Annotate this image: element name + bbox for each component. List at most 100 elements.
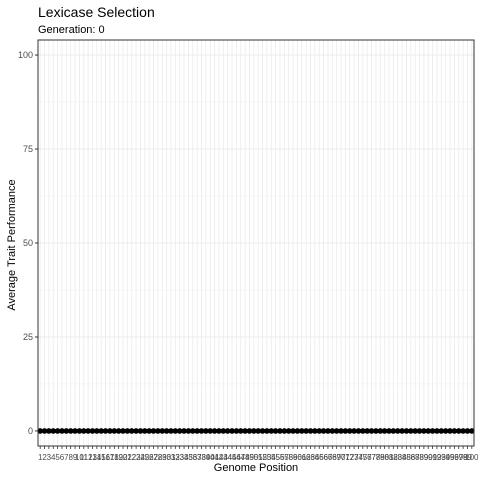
data-point: [185, 428, 192, 434]
x-tick-label: 47: [236, 453, 245, 462]
data-point: [277, 428, 283, 434]
x-tick-label: 58: [284, 453, 293, 462]
x-tick-label: 55: [271, 453, 280, 462]
x-tick-label: 44: [223, 453, 232, 462]
x-tick-label: 98: [459, 453, 468, 462]
data-point: [381, 428, 388, 434]
x-tick-label: 9: [73, 453, 78, 462]
data-point: [333, 428, 340, 434]
x-tick-label: 18: [110, 453, 119, 462]
data-point: [137, 428, 144, 434]
data-point: [421, 428, 427, 434]
data-point: [451, 428, 458, 434]
x-tick-label: 69: [332, 453, 341, 462]
y-axis-label: Average Trait Performance: [6, 179, 18, 311]
data-point: [442, 428, 449, 434]
data-point: [364, 428, 370, 434]
data-point: [268, 428, 275, 434]
data-point: [307, 428, 314, 434]
x-tick-label: 43: [219, 453, 228, 462]
data-point: [438, 428, 445, 434]
data-point: [150, 428, 157, 434]
x-tick-label: 34: [180, 453, 189, 462]
data-point: [360, 428, 366, 434]
data-point: [425, 428, 432, 434]
x-tick-label: 36: [188, 453, 197, 462]
x-tick-label: 56: [276, 453, 285, 462]
data-point: [377, 428, 384, 434]
x-tick-label: 79: [376, 453, 385, 462]
x-tick-label: 99: [463, 453, 472, 462]
x-tick-label: 97: [454, 453, 463, 462]
x-tick-label: 71: [341, 453, 350, 462]
data-point: [198, 428, 205, 434]
data-point: [124, 428, 131, 434]
x-tick-label: 1: [38, 453, 43, 462]
data-point: [233, 428, 240, 434]
data-point: [111, 428, 118, 434]
data-point: [63, 428, 70, 434]
x-tick-label: 80: [380, 453, 389, 462]
x-tick-label: 53: [262, 453, 271, 462]
data-point: [176, 428, 183, 434]
data-point: [312, 428, 318, 434]
x-tick-label: 25: [140, 453, 149, 462]
data-point: [464, 428, 471, 434]
x-tick-label: 82: [389, 453, 398, 462]
x-tick-label: 77: [367, 453, 376, 462]
x-tick-label: 31: [167, 453, 176, 462]
x-tick-label: 89: [419, 453, 428, 462]
x-tick-label: 23: [132, 453, 141, 462]
x-tick-label: 39: [201, 453, 210, 462]
x-tick-label: 59: [289, 453, 298, 462]
panel-border: [37, 39, 475, 447]
x-tick-label: 52: [258, 453, 267, 462]
y-tick-label: 50: [23, 238, 33, 248]
data-point: [128, 428, 135, 434]
x-tick-label: 30: [162, 453, 171, 462]
data-point: [386, 428, 392, 434]
x-tick-label: 2: [42, 453, 47, 462]
data-point: [264, 428, 270, 434]
x-axis-label: Genome Position: [213, 462, 299, 474]
x-tick-label: 33: [175, 453, 184, 462]
chart-subtitle: Generation: 0: [38, 24, 105, 36]
x-tick-label: 11: [80, 453, 89, 462]
x-tick-label: 37: [193, 453, 202, 462]
data-point: [237, 428, 244, 434]
data-point: [368, 428, 375, 434]
x-tick-label: 91: [428, 453, 437, 462]
data-point: [434, 428, 440, 434]
x-tick-label: 81: [385, 453, 394, 462]
x-tick-label: 10: [75, 453, 84, 462]
data-point: [120, 428, 126, 434]
x-tick-label: 93: [437, 453, 446, 462]
data-point: [329, 428, 336, 434]
x-tick-label: 88: [415, 453, 424, 462]
data-point: [72, 428, 78, 434]
data-point: [429, 428, 436, 434]
x-tick-label: 22: [127, 453, 136, 462]
x-tick-label: 73: [350, 453, 359, 462]
x-tick-label: 65: [315, 453, 324, 462]
data-point: [67, 428, 74, 434]
x-tick-label: 48: [241, 453, 250, 462]
chart-title: Lexicase Selection: [38, 4, 155, 20]
data-point: [146, 428, 152, 434]
x-tick-label: 46: [232, 453, 241, 462]
x-tick-label: 45: [228, 453, 237, 462]
x-tick-label: 84: [398, 453, 407, 462]
data-point: [54, 428, 61, 434]
data-point: [189, 428, 196, 434]
data-point: [216, 428, 222, 434]
data-point: [320, 428, 327, 434]
x-tick-label: 49: [245, 453, 254, 462]
x-tick-label: 62: [302, 453, 311, 462]
x-tick-label: 96: [450, 453, 459, 462]
x-tick-label: 19: [114, 453, 123, 462]
data-point: [89, 428, 96, 434]
data-point: [316, 428, 323, 434]
x-tick-label: 85: [402, 453, 411, 462]
x-tick-label: 72: [345, 453, 354, 462]
